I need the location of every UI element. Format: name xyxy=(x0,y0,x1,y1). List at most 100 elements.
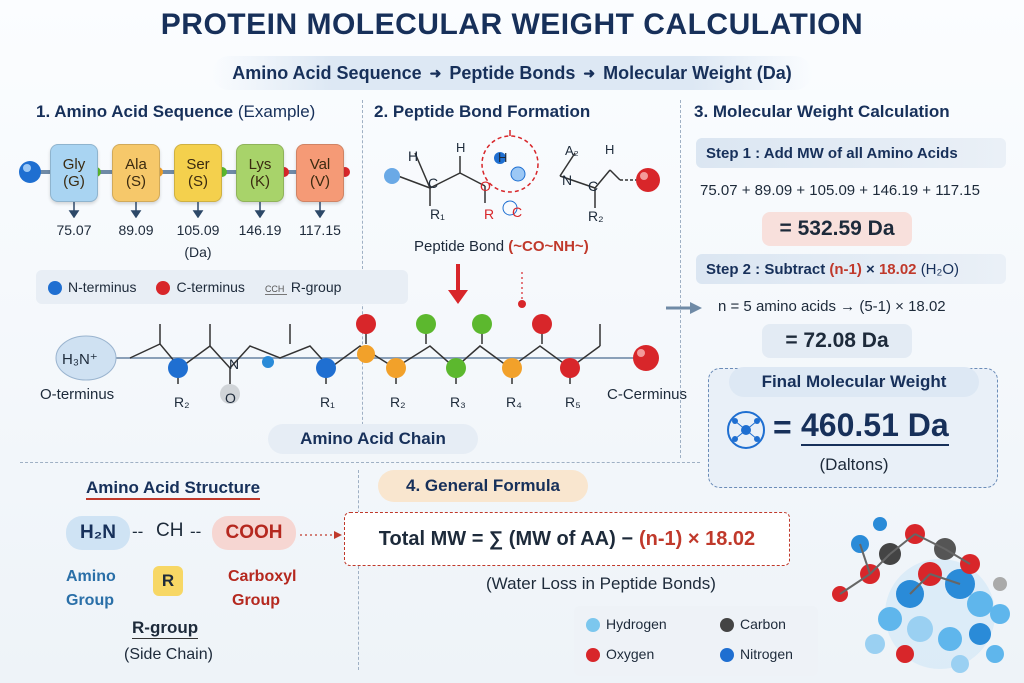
legend-oxygen: Oxygen xyxy=(586,646,655,663)
mol-label-r2: R₂ xyxy=(588,208,604,224)
r-group-label: R-group xyxy=(132,618,199,639)
formula-part-b: (n-1) × 18.02 xyxy=(639,527,756,550)
section1-title: 1. Amino Acid Sequence (Example) xyxy=(36,102,315,122)
oxygen-dot-icon xyxy=(586,648,600,663)
aa-name: Ala xyxy=(125,156,147,173)
step2-n1: (n-1) xyxy=(829,260,862,278)
aa-code: (V) xyxy=(310,173,330,190)
section2-title: 2. Peptide Bond Formation xyxy=(374,102,591,121)
h2n-group: H₂N xyxy=(66,516,130,550)
oxygen-atom xyxy=(532,314,552,334)
mol-label-c: C xyxy=(588,178,599,194)
terminus-legend: N-terminus C-terminus CCH R-group xyxy=(36,270,408,304)
final-weight-title: Final Molecular Weight xyxy=(729,367,979,397)
mol-label-h: H xyxy=(605,142,615,157)
o-terminus-label: O-terminus xyxy=(40,386,115,403)
side-chain-label: (Side Chain) xyxy=(124,646,213,663)
legend-hydrogen: Hydrogen xyxy=(586,616,667,633)
aa-code: (G) xyxy=(63,173,85,190)
step1-expression: 75.07 + 89.09 + 105.09 + 146.19 + 117.15 xyxy=(700,182,980,199)
section1-title-text: 1. Amino Acid Sequence xyxy=(36,102,234,121)
mol-label-c: C xyxy=(428,175,439,191)
arrow-icon: ➜ xyxy=(583,64,596,81)
chain-r-label: R₂ xyxy=(390,394,406,410)
c-terminus-atom xyxy=(633,345,659,371)
aa-code: (S) xyxy=(188,173,208,190)
section3-title: 3. Molecular Weight Calculation xyxy=(694,102,950,121)
carbon-label: Carbon xyxy=(740,616,786,632)
mw-ala: 89.09 xyxy=(118,222,154,238)
blue-dot-icon xyxy=(48,281,62,296)
c-terminus-atom xyxy=(636,168,660,192)
page-title: PROTEIN MOLECULAR WEIGHT CALCULATION xyxy=(160,8,864,41)
subtitle-bar: Amino Acid Sequence ➜ Peptide Bonds ➜ Mo… xyxy=(212,56,812,90)
peptide-bond-molecule xyxy=(384,130,660,216)
chain-o-label: O xyxy=(225,390,236,406)
cooh-group: COOH xyxy=(212,516,296,550)
aa-code: (K) xyxy=(250,173,270,190)
mw-ser: 105.09 xyxy=(176,222,220,238)
mw-arrows xyxy=(68,202,326,218)
carbon-dot-icon xyxy=(720,618,734,633)
step2-result: = 72.08 Da xyxy=(762,324,912,358)
amino-group-label: Group xyxy=(66,592,114,609)
step2-text: Step 2 : Subtract xyxy=(706,260,826,278)
water-loss-note: (Water Loss in Peptide Bonds) xyxy=(486,574,716,593)
mw-gly: 75.07 xyxy=(56,222,92,238)
legend-carbon: Carbon xyxy=(720,616,786,633)
divider-vertical-3 xyxy=(358,470,359,670)
r-group-label: R-group xyxy=(290,279,342,295)
subtitle-part-2: Peptide Bonds xyxy=(449,62,576,83)
atom-highlight xyxy=(23,164,31,172)
mol-label-h: H xyxy=(498,150,508,165)
nitrogen-atom xyxy=(168,358,188,378)
ch-group: CH xyxy=(156,520,184,541)
amino-acid-gly: Gly (G) xyxy=(50,144,98,202)
divider-horizontal xyxy=(20,462,700,463)
atom-legend: Hydrogen Carbon Oxygen Nitrogen xyxy=(574,606,818,676)
r-group-legend: CCH R-group xyxy=(264,279,342,295)
n-terminus-atom xyxy=(19,161,41,183)
mol-label-o: O xyxy=(480,178,491,194)
c-terminus-label: C-terminus xyxy=(176,278,245,295)
grey-atom xyxy=(220,384,240,404)
hydrogen-label: Hydrogen xyxy=(606,616,667,632)
aa-name: Gly xyxy=(62,156,86,173)
mol-label-n: N xyxy=(562,172,573,188)
section1-title-suffix: (Example) xyxy=(237,102,316,121)
step2-h2o: (H₂O) xyxy=(920,260,960,278)
mol-label-co: C xyxy=(512,204,523,220)
aa-name: Ser xyxy=(186,156,210,173)
section4-title-pill: 4. General Formula xyxy=(378,470,588,502)
step2-label: Step 2 : Subtract (n-1) × 18.02 (H₂O) xyxy=(696,254,1006,284)
mol-label-h: H xyxy=(408,148,419,164)
chain-r-label: R₂ xyxy=(174,394,190,410)
chain-r-label: R₅ xyxy=(565,394,581,410)
step2-times: × xyxy=(866,260,875,278)
blue-atom xyxy=(384,168,400,184)
aa-name: Val xyxy=(309,156,331,173)
divider-vertical-2 xyxy=(680,100,681,458)
r-group-atom xyxy=(502,358,522,378)
molecule-icon xyxy=(727,411,765,449)
amino-label: Amino xyxy=(66,568,116,585)
oxygen-label: Oxygen xyxy=(606,646,655,662)
amino-acid-ser: Ser (S) xyxy=(174,144,222,202)
mw-val: 117.15 xyxy=(299,222,341,238)
chain-r-label: R₃ xyxy=(450,394,466,410)
chain-n-label: N xyxy=(229,356,240,372)
blue-atom xyxy=(494,152,506,164)
mw-unit: (Da) xyxy=(184,244,212,260)
nitrogen-atom xyxy=(316,358,336,378)
nitrogen-dot-icon xyxy=(720,648,734,663)
amino-acid-val: Val (V) xyxy=(296,144,344,202)
r-group-box: R xyxy=(153,566,183,596)
mw-lys: 146.19 xyxy=(238,222,282,238)
protein-model-image xyxy=(832,517,1010,673)
atom-highlight xyxy=(637,349,645,357)
final-weight-unit: (Daltons) xyxy=(819,455,889,474)
final-weight-box: Final Molecular Weight = 460.51 Da (Dalt… xyxy=(708,367,998,488)
atom-highlight xyxy=(640,172,648,180)
step2-water-mw: 18.02 xyxy=(878,260,917,278)
